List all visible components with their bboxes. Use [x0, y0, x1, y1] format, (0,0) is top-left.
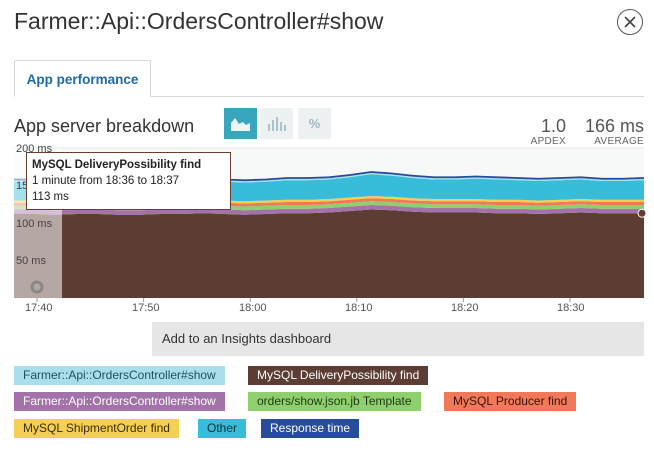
legend-item[interactable]: MySQL Producer find [444, 392, 577, 411]
x-tick-label: 18:00 [239, 302, 267, 314]
area-series[interactable] [14, 205, 644, 215]
bar-chart-view-button[interactable] [260, 108, 293, 139]
tooltip-time: 1 minute from 18:36 to 18:37 [32, 175, 180, 187]
tab-app-performance[interactable]: App performance [14, 60, 151, 97]
percent-view-button[interactable]: % [298, 108, 331, 139]
tooltip-title: MySQL DeliveryPossibility find [32, 159, 202, 171]
legend-item[interactable]: Farmer::Api::OrdersController#show [14, 392, 225, 411]
legend-item[interactable]: Other [198, 419, 247, 438]
legend-item[interactable]: MySQL ShipmentOrder find [14, 419, 179, 438]
close-icon [624, 16, 636, 28]
close-button[interactable] [617, 9, 643, 35]
legend-item[interactable]: MySQL DeliveryPossibility find [248, 366, 429, 385]
legend-item[interactable]: orders/show.json.jb Template [248, 392, 421, 411]
area-chart-icon [231, 118, 250, 131]
hover-marker [637, 208, 647, 218]
x-tick-label: 18:20 [451, 302, 479, 314]
legend-item[interactable]: Farmer::Api::OrdersController#show [14, 366, 225, 385]
average-label: AVERAGE [594, 136, 644, 147]
add-to-insights-button[interactable]: Add to an Insights dashboard [152, 322, 644, 356]
chart-tooltip: MySQL DeliveryPossibility find 1 minute … [26, 152, 231, 210]
tab-bar-divider [14, 96, 644, 97]
y-tick-label: 100 ms [16, 218, 53, 230]
apdex-value: 1.0 [540, 116, 566, 136]
x-tick-label: 17:40 [25, 302, 53, 314]
x-tick-label: 18:30 [557, 302, 585, 314]
tooltip-value: 113 ms [32, 191, 69, 203]
average-stat: 166 ms AVERAGE [578, 116, 644, 147]
y-tick-label: 50 ms [16, 255, 46, 267]
apdex-stat: 1.0 APDEX [524, 116, 566, 147]
average-value: 166 ms [584, 116, 644, 136]
bar-chart-icon [268, 117, 286, 131]
x-tick-label: 18:10 [345, 302, 373, 314]
x-tick-label: 17:50 [132, 302, 160, 314]
deploy-marker-icon[interactable] [30, 280, 44, 294]
legend-item[interactable]: Response time [261, 419, 360, 438]
apdex-label: APDEX [530, 136, 566, 147]
page-title: Farmer::Api::OrdersController#show [14, 8, 384, 34]
area-series[interactable] [14, 209, 644, 299]
section-title: App server breakdown [14, 116, 195, 136]
area-chart-view-button[interactable] [224, 108, 257, 139]
